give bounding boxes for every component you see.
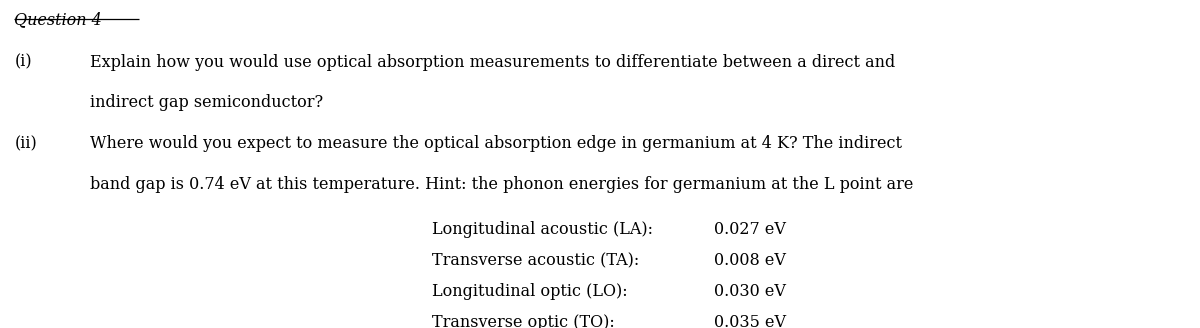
Text: Longitudinal acoustic (LA):: Longitudinal acoustic (LA): [432, 221, 653, 238]
Text: Longitudinal optic (LO):: Longitudinal optic (LO): [432, 283, 643, 300]
Text: 0.035 eV: 0.035 eV [714, 314, 786, 328]
Text: 0.030 eV: 0.030 eV [714, 283, 786, 300]
Text: Question 4: Question 4 [14, 11, 102, 28]
Text: 0.027 eV: 0.027 eV [714, 221, 786, 238]
Text: 0.008 eV: 0.008 eV [714, 252, 786, 269]
Text: band gap is 0.74 eV at this temperature. Hint: the phonon energies for germanium: band gap is 0.74 eV at this temperature.… [90, 175, 913, 193]
Text: indirect gap semiconductor?: indirect gap semiconductor? [90, 94, 323, 112]
Text: Where would you expect to measure the optical absorption edge in germanium at 4 : Where would you expect to measure the op… [90, 135, 902, 153]
Text: (i): (i) [14, 53, 32, 71]
Text: Transverse acoustic (TA):: Transverse acoustic (TA): [432, 252, 649, 269]
Text: (ii): (ii) [14, 135, 37, 153]
Text: Explain how you would use optical absorption measurements to differentiate betwe: Explain how you would use optical absorp… [90, 53, 895, 71]
Text: Transverse optic (TO):: Transverse optic (TO): [432, 314, 641, 328]
